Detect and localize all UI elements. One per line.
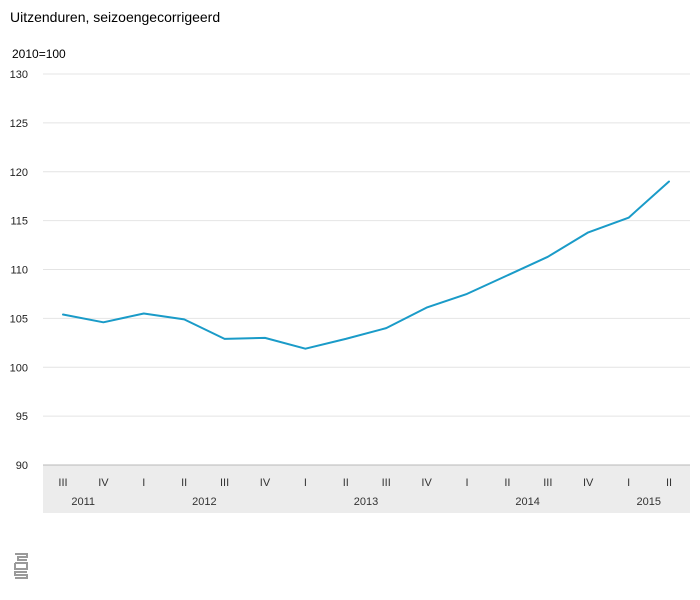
x-quarter-label: IV [421, 477, 432, 489]
x-quarter-label: I [142, 477, 145, 489]
y-axis-unit-label: 2010=100 [12, 47, 66, 61]
x-quarter-label: I [627, 477, 630, 489]
gridlines [43, 73, 690, 417]
x-quarter-label: I [304, 477, 307, 489]
x-year-label: 2015 [637, 496, 661, 508]
x-quarter-label: II [666, 477, 672, 489]
y-tick-label: 125 [10, 118, 28, 130]
x-quarter-label: IV [260, 477, 271, 489]
x-quarter-label: III [543, 477, 552, 489]
series-line [62, 180, 670, 350]
x-year-label: 2014 [515, 496, 539, 508]
y-tick-label: 115 [10, 216, 28, 228]
y-tick-label: 120 [10, 167, 28, 179]
y-tick-label: 95 [16, 411, 28, 423]
y-axis-ticks: 90 95 100 105 110 115 120 125 130 [10, 69, 28, 472]
x-axis-band-bg [43, 465, 690, 513]
x-quarter-label: IV [98, 477, 109, 489]
x-axis-band [43, 464, 690, 513]
x-year-label: 2012 [192, 496, 216, 508]
series-layer [62, 180, 670, 350]
x-quarter-label: III [220, 477, 229, 489]
y-tick-label: 100 [10, 362, 28, 374]
y-tick-label: 90 [16, 460, 28, 472]
x-year-label: 2013 [354, 496, 378, 508]
y-tick-label: 110 [10, 265, 28, 277]
x-quarter-label: II [343, 477, 349, 489]
x-quarter-label: II [504, 477, 510, 489]
x-quarter-label: IV [583, 477, 594, 489]
x-quarter-label: I [465, 477, 468, 489]
chart-title: Uitzenduren, seizoengecorrigeerd [10, 9, 221, 25]
x-year-label: 2011 [71, 496, 95, 508]
y-tick-label: 105 [10, 313, 28, 325]
x-quarter-label: III [58, 477, 67, 489]
cbs-logo-icon [14, 553, 28, 579]
y-tick-label: 130 [10, 69, 28, 81]
x-quarter-label: III [382, 477, 391, 489]
x-quarter-label: II [181, 477, 187, 489]
